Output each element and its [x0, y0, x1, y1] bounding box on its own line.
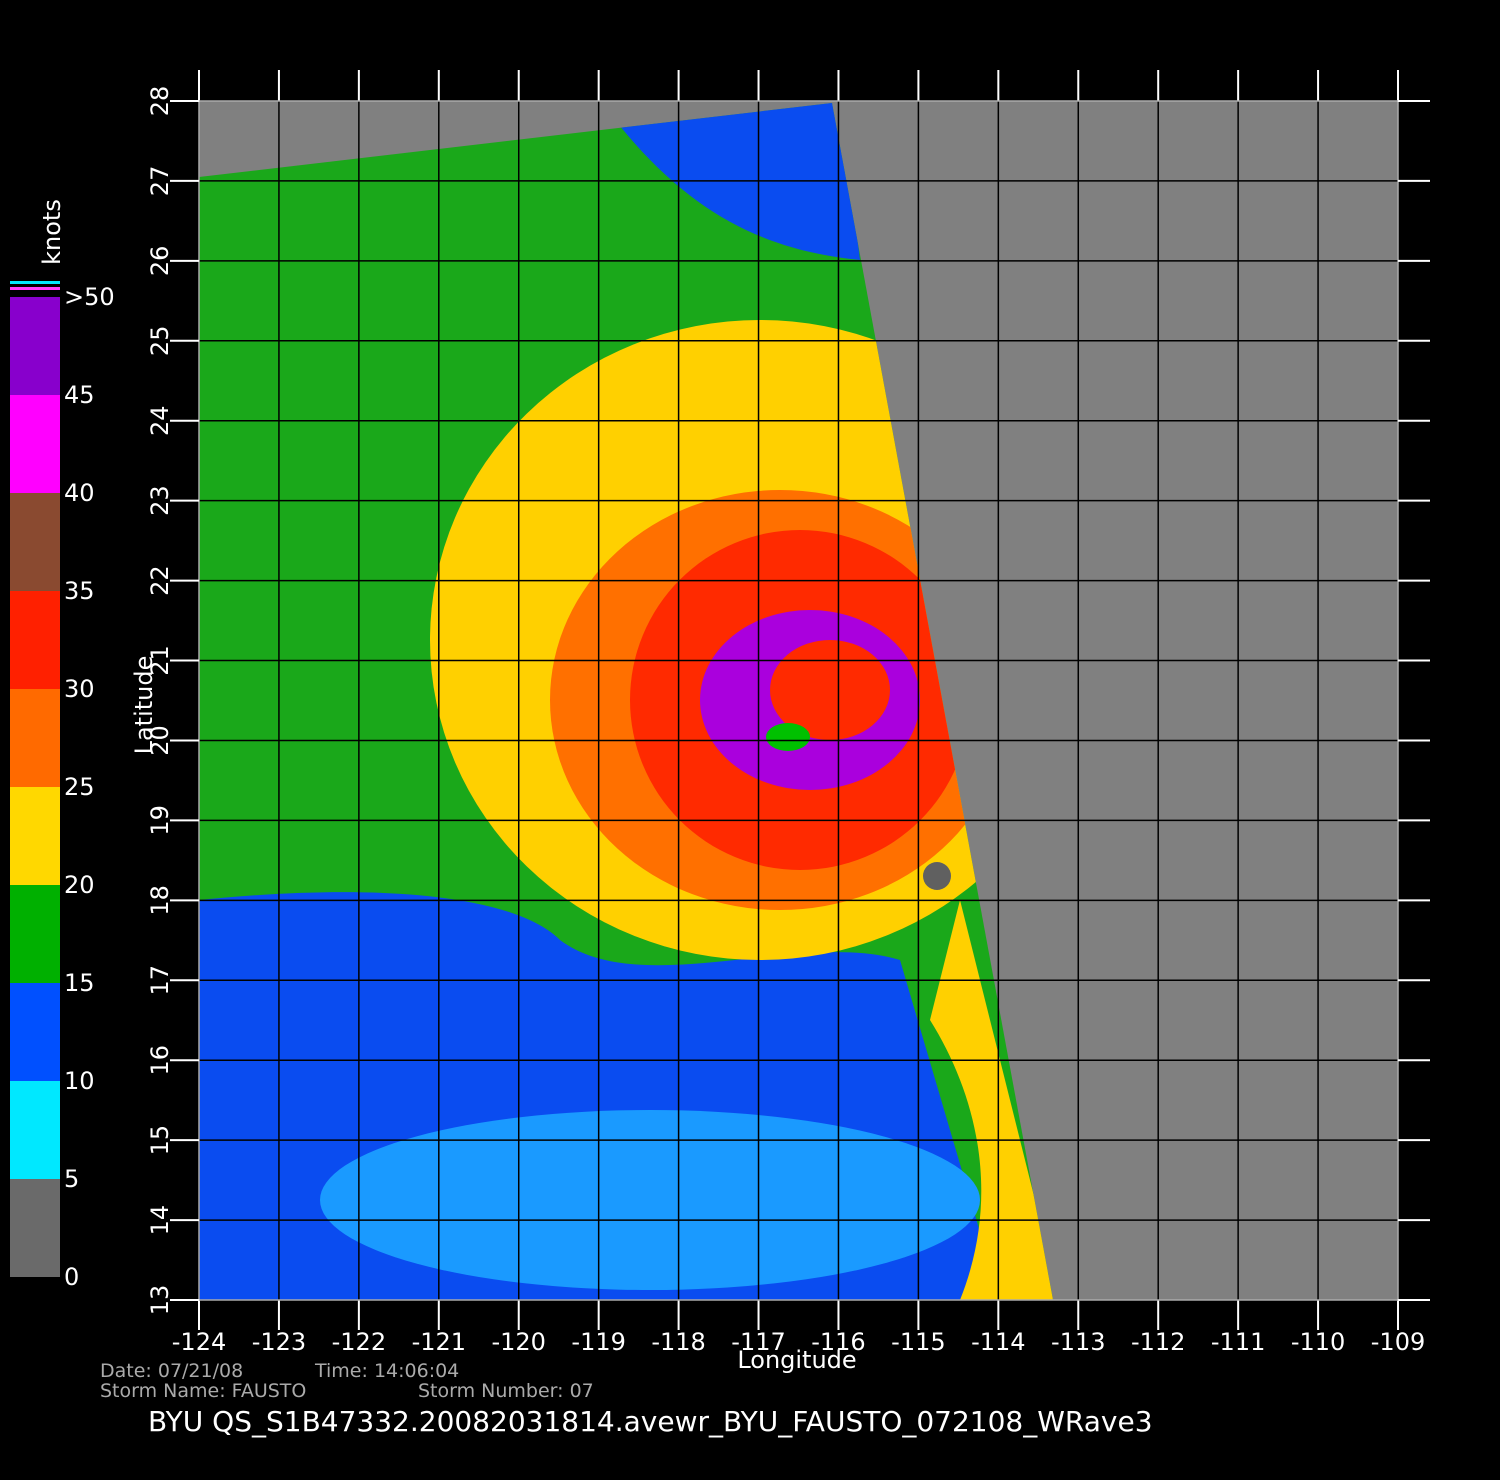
x-tick-label: -118 — [651, 1328, 705, 1356]
colorbar-segment — [10, 297, 60, 395]
footer-time: Time: 14:06:04 — [314, 1360, 459, 1382]
x-tick-label: -117 — [731, 1328, 785, 1356]
colorbar-segment — [10, 591, 60, 689]
y-tick-label: 28 — [146, 86, 174, 117]
colorbar-cap — [10, 281, 60, 284]
colorbar-label: 35 — [64, 577, 95, 605]
x-tick-label: -113 — [1051, 1328, 1105, 1356]
x-tick-label: -115 — [891, 1328, 945, 1356]
x-tick-label: -123 — [252, 1328, 306, 1356]
colorbar-label: 0 — [64, 1263, 79, 1291]
colorbar-segment — [10, 1081, 60, 1179]
x-tick-label: -121 — [412, 1328, 466, 1356]
colorbar-segment — [10, 493, 60, 591]
colorbar-label: 30 — [64, 675, 95, 703]
colorbar-segment — [10, 983, 60, 1081]
y-tick-label: 22 — [146, 565, 174, 596]
x-tick-label: -119 — [571, 1328, 625, 1356]
y-tick-label: 16 — [146, 1045, 174, 1076]
title: BYU QS_S1B47332.20082031814.avewr_BYU_FA… — [148, 1405, 1153, 1438]
y-axis-label: Latitude — [130, 656, 158, 755]
plot-frame — [198, 100, 1399, 1301]
colorbar-label: 45 — [64, 381, 95, 409]
island — [923, 862, 951, 890]
colorbar-label: 15 — [64, 969, 95, 997]
y-tick-label: 24 — [146, 405, 174, 436]
y-tick-label: 19 — [146, 805, 174, 836]
colorbar-cap — [10, 287, 60, 290]
colorbar-segment — [10, 787, 60, 885]
colorbar-label: 5 — [64, 1165, 79, 1193]
y-tick-label: 13 — [146, 1285, 174, 1316]
colorbar-segment — [10, 1179, 60, 1277]
footer-storm-number: Storm Number: 07 — [418, 1380, 594, 1402]
y-tick-label: 20 — [146, 725, 174, 756]
y-tick-label: 21 — [146, 645, 174, 676]
colorbar-title: knots — [38, 199, 66, 265]
y-tick-label: 18 — [146, 885, 174, 916]
y-tick-label: 25 — [146, 326, 174, 357]
colorbar-segment — [10, 395, 60, 493]
y-tick-label: 14 — [146, 1205, 174, 1236]
colorbar-segment — [10, 885, 60, 983]
y-tick-label: 27 — [146, 166, 174, 197]
colorbar-label: 40 — [64, 479, 95, 507]
x-tick-label: -120 — [491, 1328, 545, 1356]
x-tick-label: -122 — [332, 1328, 386, 1356]
x-tick-label: -110 — [1291, 1328, 1345, 1356]
x-tick-label: -111 — [1211, 1328, 1265, 1356]
x-tick-label: -124 — [172, 1328, 226, 1356]
x-tick-label: -116 — [811, 1328, 865, 1356]
footer-storm-name: Storm Name: FAUSTO — [100, 1380, 306, 1402]
colorbar-segment — [10, 689, 60, 787]
colorbar-label: >50 — [64, 283, 115, 311]
x-axis-label: Longitude — [737, 1346, 856, 1374]
footer-date: Date: 07/21/08 — [100, 1360, 243, 1382]
colorbar-label: 20 — [64, 871, 95, 899]
y-tick-label: 15 — [146, 1125, 174, 1156]
x-tick-label: -109 — [1371, 1328, 1425, 1356]
colorbar-label: 10 — [64, 1067, 95, 1095]
colorbar-label: 25 — [64, 773, 95, 801]
y-tick-label: 23 — [146, 485, 174, 516]
y-tick-label: 17 — [146, 965, 174, 996]
x-tick-label: -112 — [1131, 1328, 1185, 1356]
y-tick-label: 26 — [146, 246, 174, 277]
x-tick-label: -114 — [971, 1328, 1025, 1356]
